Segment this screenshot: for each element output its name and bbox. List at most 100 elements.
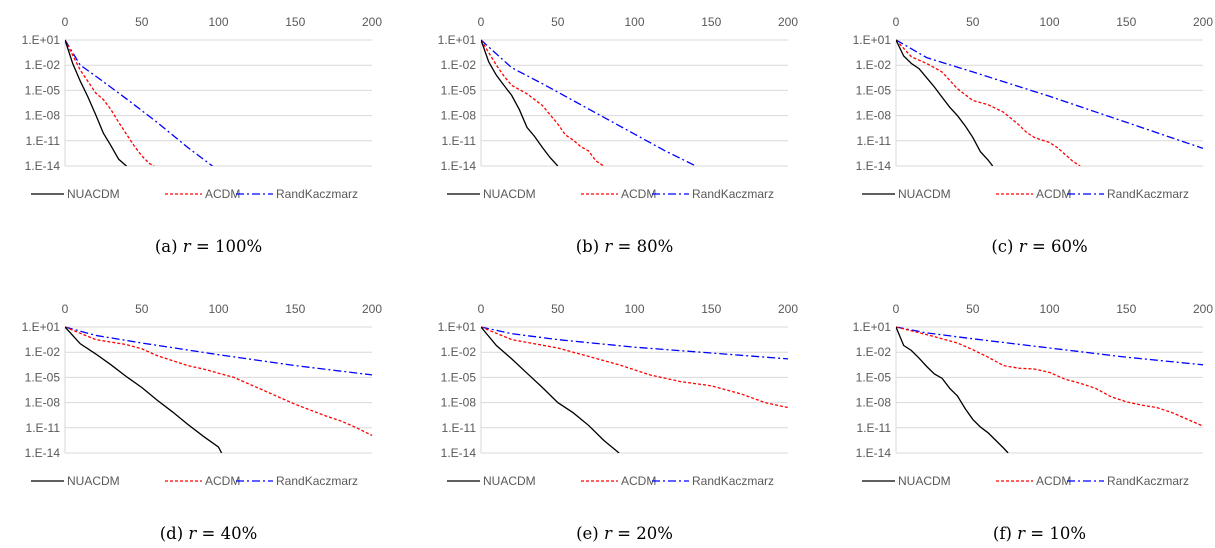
y-tick-label: 1.E-02 [441, 58, 477, 72]
y-tick-label: 1.E-14 [441, 159, 477, 173]
series-line-nuacdm [65, 326, 223, 453]
y-tick-label: 1.E-08 [856, 109, 892, 123]
y-tick-label: 1.E-02 [856, 345, 892, 359]
series-line-randkaczmarz [896, 326, 1204, 366]
x-tick-label: 50 [966, 302, 980, 316]
caption-variable: r [1017, 524, 1026, 543]
caption-label: (c) [991, 237, 1018, 256]
y-tick-label: 1.E-05 [856, 370, 892, 384]
caption-value: 100% [215, 237, 262, 256]
legend-label: RandKaczmarz [276, 474, 358, 488]
caption-label: (b) [576, 237, 605, 256]
caption-equals: = [612, 237, 636, 256]
caption-equals: = [196, 524, 220, 543]
x-tick-label: 50 [551, 302, 565, 316]
x-tick-label: 200 [778, 302, 798, 316]
y-tick-label: 1.E-14 [25, 159, 61, 173]
x-tick-label: 0 [478, 302, 485, 316]
x-tick-label: 150 [285, 302, 305, 316]
panel-caption: (c) r = 60% [991, 237, 1087, 256]
x-tick-label: 200 [362, 302, 382, 316]
caption-label: (d) [160, 524, 189, 543]
y-tick-label: 1.E+01 [853, 33, 892, 47]
y-tick-label: 1.E+01 [853, 320, 892, 334]
x-tick-label: 100 [1039, 302, 1059, 316]
chart-panel: 1.E+01 1.E-02 1.E-05 1.E-08 1.E-11 1.E-14 0 50 1… [22, 302, 383, 543]
y-tick-label: 1.E+01 [22, 33, 61, 47]
x-tick-label: 100 [624, 302, 644, 316]
series-line-nuacdm [65, 39, 128, 166]
caption-variable: r [1019, 237, 1028, 256]
panel-caption: (d) r = 40% [160, 524, 258, 543]
caption-equals: = [1025, 524, 1049, 543]
chart-panel: 1.E+01 1.E-02 1.E-05 1.E-08 1.E-11 1.E-14 0 50 1… [853, 302, 1214, 543]
series-line-randkaczmarz [65, 39, 213, 166]
y-tick-label: 1.E-08 [856, 396, 892, 410]
y-tick-label: 1.E+01 [438, 33, 477, 47]
x-tick-label: 0 [893, 15, 900, 29]
legend-label: NUACDM [67, 474, 120, 488]
caption-equals: = [612, 524, 636, 543]
y-tick-label: 1.E-02 [25, 345, 61, 359]
legend-label: RandKaczmarz [1107, 187, 1189, 201]
x-tick-label: 150 [701, 15, 721, 29]
series-line-acdm [481, 326, 789, 409]
legend-label: NUACDM [483, 474, 536, 488]
x-tick-label: 0 [62, 302, 69, 316]
panel-caption: (a) r = 100% [155, 237, 262, 256]
caption-variable: r [188, 524, 197, 543]
caption-value: 40% [221, 524, 258, 543]
legend-label: ACDM [1036, 474, 1071, 488]
series-line-acdm [896, 39, 1081, 166]
y-tick-label: 1.E-02 [856, 58, 892, 72]
x-tick-label: 100 [624, 15, 644, 29]
y-tick-label: 1.E-05 [441, 370, 477, 384]
legend-label: NUACDM [898, 474, 951, 488]
x-tick-label: 200 [1193, 302, 1213, 316]
chart-panel: 1.E+01 1.E-02 1.E-05 1.E-08 1.E-11 1.E-14 0 50 1… [438, 15, 799, 256]
y-tick-label: 1.E-08 [441, 109, 477, 123]
x-tick-label: 100 [1039, 15, 1059, 29]
series-line-randkaczmarz [896, 39, 1204, 150]
caption-equals: = [191, 237, 215, 256]
x-tick-label: 150 [1116, 15, 1136, 29]
y-tick-label: 1.E-05 [856, 83, 892, 97]
series-line-nuacdm [896, 39, 994, 166]
caption-label: (e) [576, 524, 604, 543]
series-line-nuacdm [481, 326, 620, 453]
y-tick-label: 1.E+01 [22, 320, 61, 334]
series-line-acdm [896, 326, 1204, 427]
caption-variable: r [604, 237, 613, 256]
x-tick-label: 150 [285, 15, 305, 29]
caption-value: 60% [1051, 237, 1088, 256]
legend-label: RandKaczmarz [692, 474, 774, 488]
y-tick-label: 1.E-14 [856, 159, 892, 173]
caption-equals: = [1027, 237, 1051, 256]
x-tick-label: 200 [778, 15, 798, 29]
series-line-nuacdm [896, 326, 1009, 453]
y-tick-label: 1.E-05 [25, 83, 61, 97]
y-tick-label: 1.E-11 [442, 134, 477, 148]
panel-caption: (f) r = 10% [993, 524, 1086, 543]
x-tick-label: 0 [893, 302, 900, 316]
y-tick-label: 1.E-02 [441, 345, 477, 359]
y-tick-label: 1.E-14 [856, 446, 892, 460]
y-tick-label: 1.E-11 [442, 421, 477, 435]
caption-value: 20% [636, 524, 673, 543]
x-tick-label: 200 [362, 15, 382, 29]
y-tick-label: 1.E-08 [25, 396, 61, 410]
legend-label: ACDM [1036, 187, 1071, 201]
y-tick-label: 1.E-05 [441, 83, 477, 97]
legend-label: ACDM [205, 474, 240, 488]
series-line-randkaczmarz [65, 326, 373, 376]
x-tick-label: 150 [701, 302, 721, 316]
legend-label: ACDM [621, 187, 656, 201]
series-line-nuacdm [481, 39, 559, 166]
x-tick-label: 50 [966, 15, 980, 29]
panel-caption: (b) r = 80% [576, 237, 674, 256]
x-tick-label: 0 [478, 15, 485, 29]
panel-caption: (e) r = 20% [576, 524, 673, 543]
y-tick-label: 1.E-14 [25, 446, 61, 460]
caption-label: (f) [993, 524, 1017, 543]
